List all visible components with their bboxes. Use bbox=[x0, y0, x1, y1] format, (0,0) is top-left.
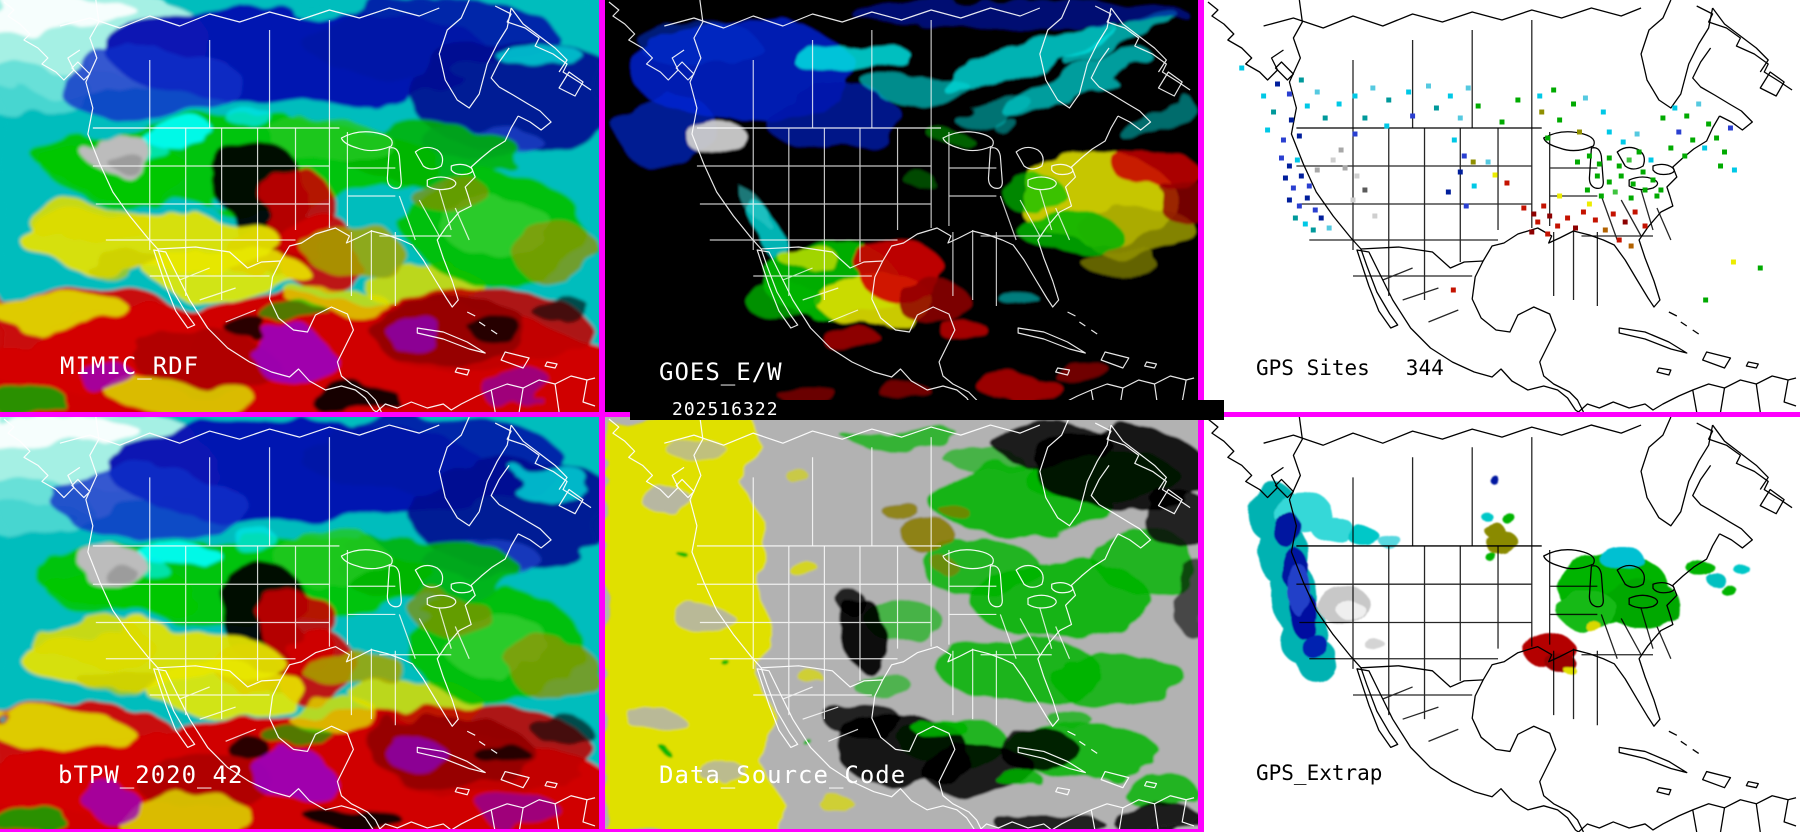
panel-label-gps-extrap: GPS_Extrap bbox=[1256, 761, 1383, 785]
panel-gps-extrap: GPS_Extrap bbox=[1204, 417, 1800, 832]
panel-label-dsc: Data_Source_Code bbox=[659, 761, 907, 789]
data-source-code-map bbox=[605, 417, 1198, 832]
panel-mimic-rdf: MIMIC_RDF bbox=[0, 0, 599, 412]
gps-extrap-map bbox=[1207, 417, 1797, 832]
timestamp-bar: 202516322 bbox=[630, 400, 1224, 420]
panel-label-goes: GOES_E/W bbox=[659, 358, 783, 386]
timestamp-text: 202516322 bbox=[672, 399, 779, 420]
mimic-tpw-map bbox=[0, 0, 599, 412]
panel-divider-bottom bbox=[0, 829, 1204, 832]
panel-label-gps-sites: GPS Sites 344 bbox=[1256, 356, 1444, 380]
panel-label-mimic: MIMIC_RDF bbox=[60, 352, 200, 380]
panel-data-source-code: Data_Source_Code bbox=[605, 417, 1198, 832]
panel-label-btpw: bTPW_2020_42 bbox=[58, 761, 244, 789]
panel-goes-e-w: GOES_E/W bbox=[605, 0, 1198, 412]
gps-sites-map bbox=[1207, 0, 1797, 412]
gps-sites-count: 344 bbox=[1405, 356, 1444, 380]
gps-sites-title: GPS Sites bbox=[1256, 356, 1370, 380]
panel-gps-sites: GPS Sites 344 bbox=[1204, 0, 1800, 412]
goes-tpw-map bbox=[605, 0, 1198, 412]
panel-btpw-2020-42: bTPW_2020_42 bbox=[0, 417, 599, 832]
btpw-tpw-map bbox=[0, 417, 599, 832]
